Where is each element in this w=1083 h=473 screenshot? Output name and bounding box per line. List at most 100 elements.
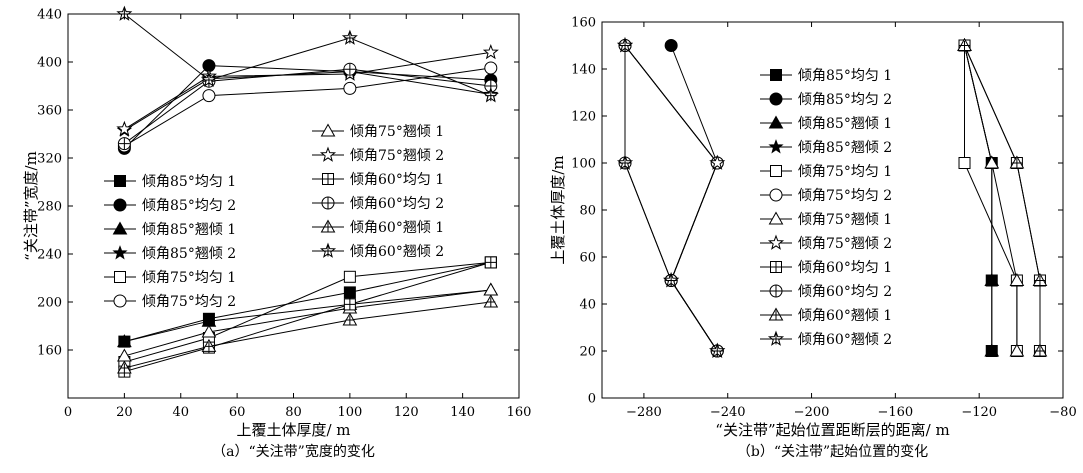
legend-marker — [769, 92, 783, 106]
y-tick-label: 120 — [571, 110, 596, 125]
data-point — [664, 39, 678, 52]
series-line — [670, 45, 718, 352]
data-point — [484, 61, 498, 75]
series — [958, 39, 1046, 357]
y-tick-label: 40 — [579, 298, 596, 313]
x-tick-label: −240 — [710, 405, 746, 420]
legend-item: 倾角60°均匀 1 — [760, 260, 892, 276]
data-point-cross — [1035, 346, 1045, 356]
series — [957, 37, 1025, 357]
y-axis-label: “关注带”宽度/m — [22, 151, 40, 261]
series-line — [964, 45, 1041, 351]
data-point — [984, 343, 1000, 357]
x-tick-label: 60 — [229, 405, 246, 420]
data-point — [482, 43, 499, 60]
legend-marker — [768, 115, 784, 129]
legend-label: 倾角75°均匀 1 — [798, 164, 892, 180]
data-point-cross — [485, 90, 497, 102]
series-line — [964, 45, 1041, 351]
x-tick-label: −160 — [878, 405, 914, 420]
data-point-cross — [619, 157, 631, 169]
legend-label: 倾角85°均匀 2 — [798, 92, 892, 108]
x-tick-label: 20 — [116, 405, 133, 420]
chart-b: −280 −240 −200 −160 −120 −80 0 20 40 60 80 100 120 14… — [549, 16, 1077, 461]
legend-marker — [113, 294, 127, 308]
y-tick-label: 20 — [579, 345, 596, 360]
legend-marker — [112, 245, 128, 260]
series-line — [124, 261, 491, 343]
legend-label: 倾角60°均匀 2 — [798, 284, 892, 300]
data-point-cross — [118, 8, 130, 20]
y-axis-label: 上覆土体厚度/m — [549, 155, 567, 264]
legend-item: 倾角85°翘倾 1 — [760, 115, 892, 132]
legend-item: 倾角85°翘倾 2 — [760, 139, 892, 156]
legend-item: 倾角60°翘倾 2 — [312, 242, 444, 260]
data-point-cross — [711, 345, 723, 357]
data-point-cross — [1012, 158, 1022, 168]
chart-caption: （b）“关注带”起始位置的变化 — [737, 444, 928, 460]
x-tick-label: 40 — [172, 405, 189, 420]
data-point — [958, 157, 971, 169]
series — [617, 37, 726, 358]
legend-label: 倾角85°翘倾 1 — [142, 222, 236, 238]
x-tick-label: 140 — [450, 405, 475, 420]
series — [116, 5, 499, 103]
y-tick-label: 400 — [37, 56, 62, 71]
legend-marker-cross — [770, 285, 782, 297]
series-line — [124, 261, 491, 373]
legend-item: 倾角85°均匀 1 — [760, 68, 892, 84]
legend-label: 倾角85°翘倾 2 — [142, 246, 236, 262]
legend-label: 倾角85°翘倾 1 — [798, 116, 892, 132]
legend-label: 倾角85°均匀 1 — [798, 68, 892, 84]
series-line — [124, 13, 491, 97]
y-tick-label: 160 — [571, 16, 596, 31]
legend-marker — [768, 211, 784, 225]
legend-item: 倾角75°均匀 1 — [104, 270, 236, 286]
legend-label: 倾角85°均匀 1 — [142, 174, 236, 190]
data-point-cross — [486, 297, 496, 307]
y-tick-label: 200 — [37, 296, 62, 311]
data-point-cross — [960, 41, 970, 50]
series-line — [964, 45, 993, 351]
data-point — [117, 334, 132, 348]
legend-marker — [770, 165, 782, 177]
y-tick-label: 440 — [37, 8, 62, 23]
legend-label: 倾角60°翘倾 2 — [350, 244, 444, 260]
y-tick-label: 280 — [37, 200, 62, 215]
series-line — [124, 67, 491, 147]
legend-label: 倾角75°均匀 2 — [798, 188, 892, 204]
series-line — [124, 65, 491, 149]
legend-label: 倾角85°翘倾 2 — [798, 140, 892, 156]
data-point-cross — [345, 315, 355, 325]
chart-a: 0 20 40 60 80 100 120 140 160 160 200 240 280 320 360 4… — [22, 5, 531, 460]
legend-marker-cross — [322, 197, 334, 209]
legend-label: 倾角60°均匀 1 — [798, 260, 892, 276]
series — [664, 39, 724, 358]
x-tick-label: −280 — [626, 405, 662, 420]
legend-marker — [114, 271, 126, 283]
y-tick-label: 320 — [37, 152, 62, 167]
legend-marker-cross — [322, 245, 334, 257]
series-line — [124, 289, 491, 343]
data-point-cross — [665, 275, 677, 286]
legend-marker-cross — [323, 222, 333, 232]
series — [618, 39, 724, 358]
legend-item: 倾角75°翘倾 2 — [312, 146, 444, 164]
x-tick-label: −120 — [961, 405, 997, 420]
series — [958, 39, 1023, 357]
legend-marker-cross — [770, 261, 782, 273]
legend-item: 倾角60°翘倾 1 — [760, 307, 892, 324]
series-line — [124, 289, 491, 357]
legend-marker — [768, 139, 784, 154]
x-tick-label: 0 — [64, 405, 72, 420]
legend-label: 倾角75°翘倾 1 — [350, 124, 444, 140]
legend-marker — [770, 69, 782, 81]
legend-marker-cross — [771, 310, 781, 320]
legend-label: 倾角60°翘倾 1 — [350, 220, 444, 236]
data-point — [1009, 272, 1025, 286]
data-point-cross — [203, 74, 215, 86]
data-point — [709, 154, 726, 170]
data-point — [202, 89, 216, 103]
data-point — [117, 348, 132, 362]
data-point — [201, 324, 217, 338]
